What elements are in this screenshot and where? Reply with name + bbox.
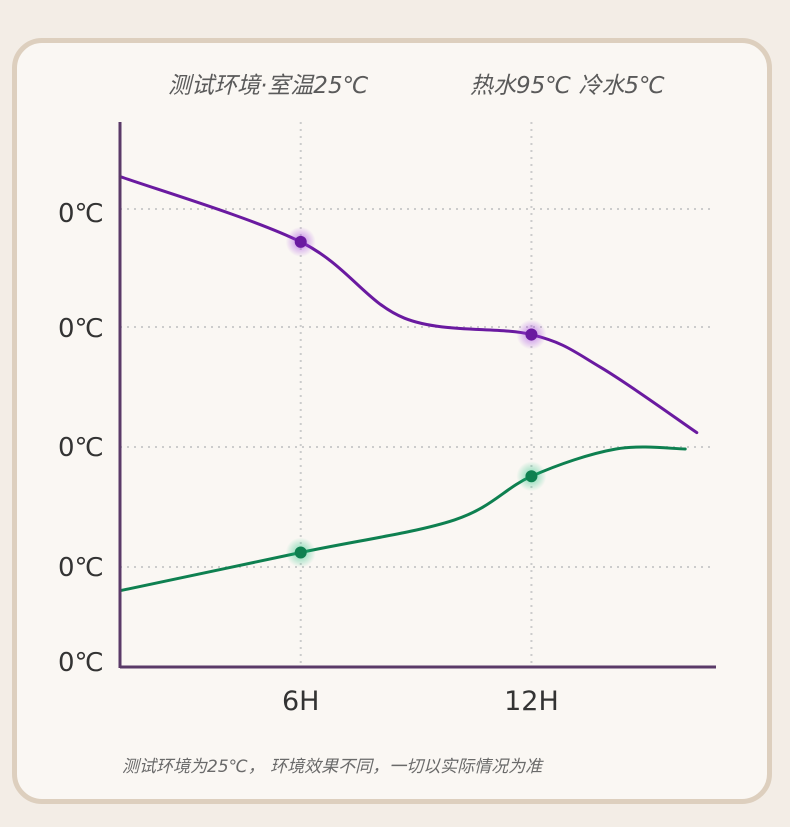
hot-water-line [118, 175, 699, 435]
y-tick-label-3: 0℃ [58, 553, 104, 583]
test-environment-caption: 测试环境·室温25℃ [168, 73, 369, 99]
x-tick-label-6H: 6H [282, 686, 319, 717]
hot-marker-1 [525, 328, 538, 341]
cold-marker-0 [294, 546, 307, 559]
y-tick-label-1: 0℃ [58, 314, 104, 344]
y-tick-label-2: 0℃ [58, 433, 104, 463]
cold-marker-1 [525, 470, 538, 483]
water-temperature-caption: 热水95℃ 冷水5℃ [470, 73, 665, 99]
y-tick-label-0: 0℃ [58, 199, 104, 229]
hot-marker-0 [294, 235, 307, 248]
chart-card [12, 38, 772, 804]
footnote: 测试环境为25℃， 环境效果不同，一切以实际情况为准 [122, 757, 543, 777]
cold-water-line [118, 445, 687, 593]
y-tick-label-4: 0℃ [58, 648, 104, 678]
x-tick-label-12H: 12H [504, 686, 559, 717]
